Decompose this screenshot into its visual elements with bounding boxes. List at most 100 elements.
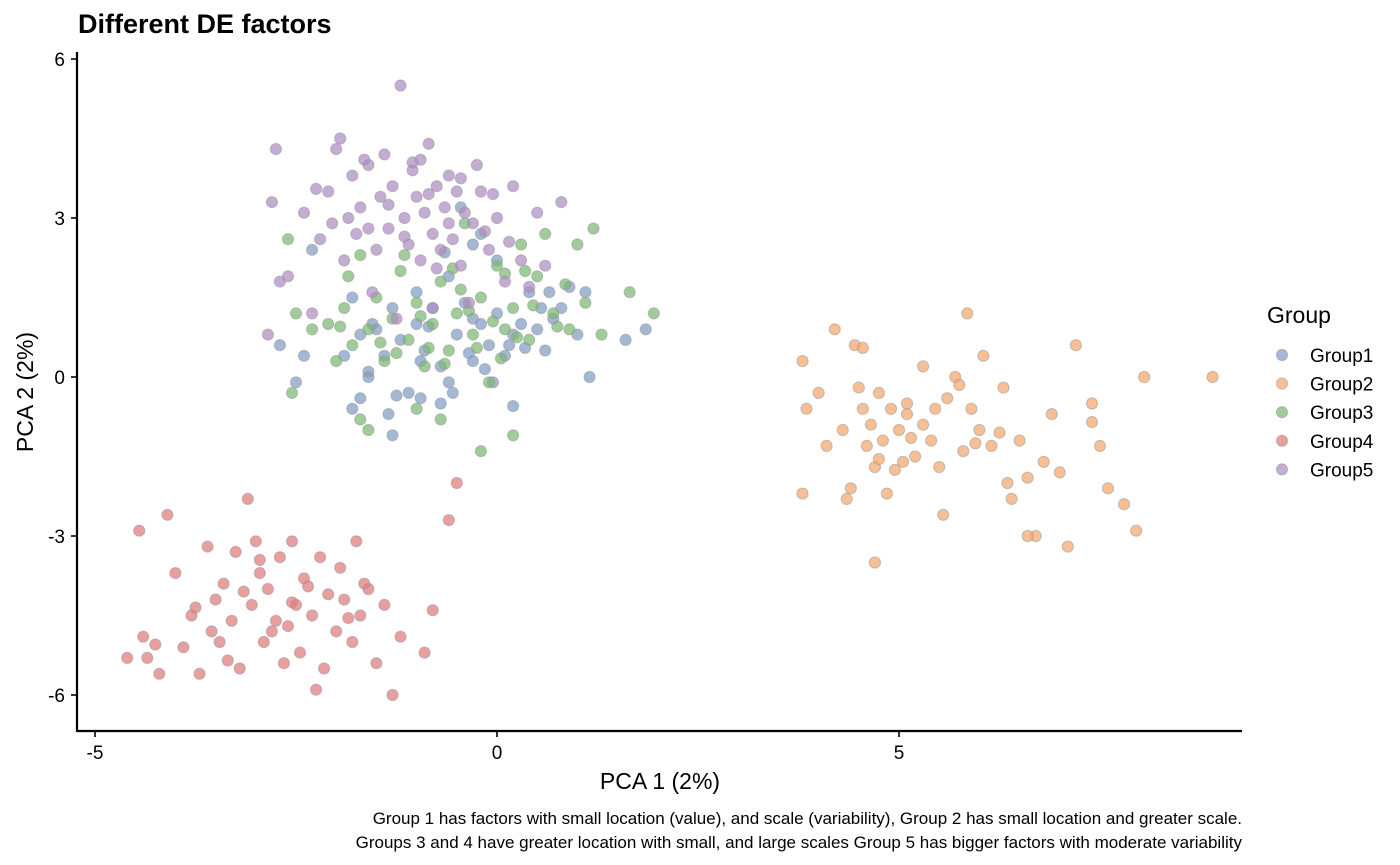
data-point: [1138, 370, 1151, 384]
data-point: [450, 185, 463, 198]
data-point: [281, 620, 295, 633]
data-point: [587, 222, 600, 235]
data-point: [494, 352, 508, 365]
data-point: [941, 392, 954, 405]
data-point: [398, 230, 411, 243]
data-point: [414, 254, 427, 267]
data-point: [498, 275, 512, 288]
data-point: [531, 206, 544, 219]
data-point: [346, 169, 359, 182]
data-point: [402, 386, 415, 399]
data-point: [418, 206, 431, 219]
series-group3: [281, 217, 660, 458]
data-point: [623, 286, 636, 299]
data-point: [482, 243, 496, 256]
data-point: [241, 492, 254, 505]
data-point: [539, 344, 552, 357]
data-point: [410, 190, 423, 203]
data-point: [374, 190, 387, 203]
data-point: [209, 593, 222, 606]
data-point: [334, 561, 347, 574]
data-point: [314, 233, 327, 246]
data-point: [1118, 498, 1131, 511]
data-point: [382, 198, 395, 211]
data-point: [354, 392, 367, 405]
data-point: [1021, 471, 1034, 484]
data-point: [1045, 408, 1058, 421]
data-point: [213, 635, 226, 649]
data-point: [965, 402, 978, 415]
data-point: [844, 482, 857, 495]
data-point: [426, 317, 439, 331]
data-point: [1021, 529, 1034, 543]
data-point: [137, 630, 150, 643]
data-point: [285, 386, 299, 399]
data-point: [354, 201, 367, 214]
data-point: [880, 487, 894, 500]
data-point: [322, 185, 335, 198]
data-point: [382, 408, 395, 421]
data-point: [933, 461, 946, 474]
data-point: [917, 418, 930, 431]
data-point: [289, 376, 303, 389]
data-point: [993, 426, 1006, 439]
data-point: [442, 344, 455, 357]
data-point: [378, 148, 391, 161]
data-point: [438, 201, 451, 214]
data-point: [506, 429, 520, 442]
data-point: [796, 355, 809, 368]
data-point: [346, 402, 359, 415]
data-point: [503, 235, 516, 248]
data-point: [205, 625, 218, 638]
data-point: [334, 320, 347, 333]
data-point: [370, 243, 383, 256]
data-point: [820, 439, 833, 452]
data-point: [510, 331, 524, 344]
data-point: [334, 132, 347, 145]
data-point: [229, 545, 242, 559]
data-point: [872, 453, 886, 466]
data-point: [253, 553, 266, 567]
data-point: [925, 434, 938, 447]
x-axis-ticks: -5 0 5: [87, 731, 904, 764]
caption-line-1: Group 1 has factors with small location …: [373, 809, 1242, 828]
data-point: [434, 275, 447, 288]
legend-title: Group: [1267, 302, 1331, 328]
data-point: [149, 638, 162, 651]
data-point: [382, 222, 395, 235]
y-tick-label: 0: [54, 368, 65, 389]
data-point: [418, 360, 431, 373]
data-point: [466, 238, 479, 251]
y-tick-label: 6: [54, 50, 65, 71]
data-point: [358, 577, 371, 590]
data-point: [297, 206, 311, 219]
data-point: [474, 291, 487, 304]
data-point: [1053, 466, 1066, 479]
data-point: [442, 217, 455, 230]
data-point: [450, 476, 463, 490]
data-point: [563, 323, 576, 336]
data-point: [579, 296, 592, 309]
data-point: [398, 211, 411, 225]
data-point: [141, 651, 154, 665]
data-point: [498, 323, 512, 336]
data-point: [217, 577, 230, 590]
data-point: [285, 535, 299, 548]
data-point: [571, 238, 584, 251]
data-point: [478, 225, 491, 238]
data-point: [161, 508, 174, 521]
data-point: [1037, 455, 1050, 468]
legend-key-group5: [1275, 463, 1289, 476]
data-point: [338, 254, 351, 267]
data-point: [121, 651, 134, 665]
legend-key-group1: [1275, 348, 1289, 362]
data-point: [273, 339, 286, 352]
data-point: [551, 320, 564, 333]
data-point: [414, 392, 427, 405]
legend-key-group3: [1275, 406, 1289, 419]
data-point: [466, 328, 479, 341]
data-point: [503, 339, 516, 352]
x-axis-title: PCA 1 (2%): [600, 768, 720, 794]
data-point: [253, 567, 266, 580]
data-point: [579, 286, 592, 299]
